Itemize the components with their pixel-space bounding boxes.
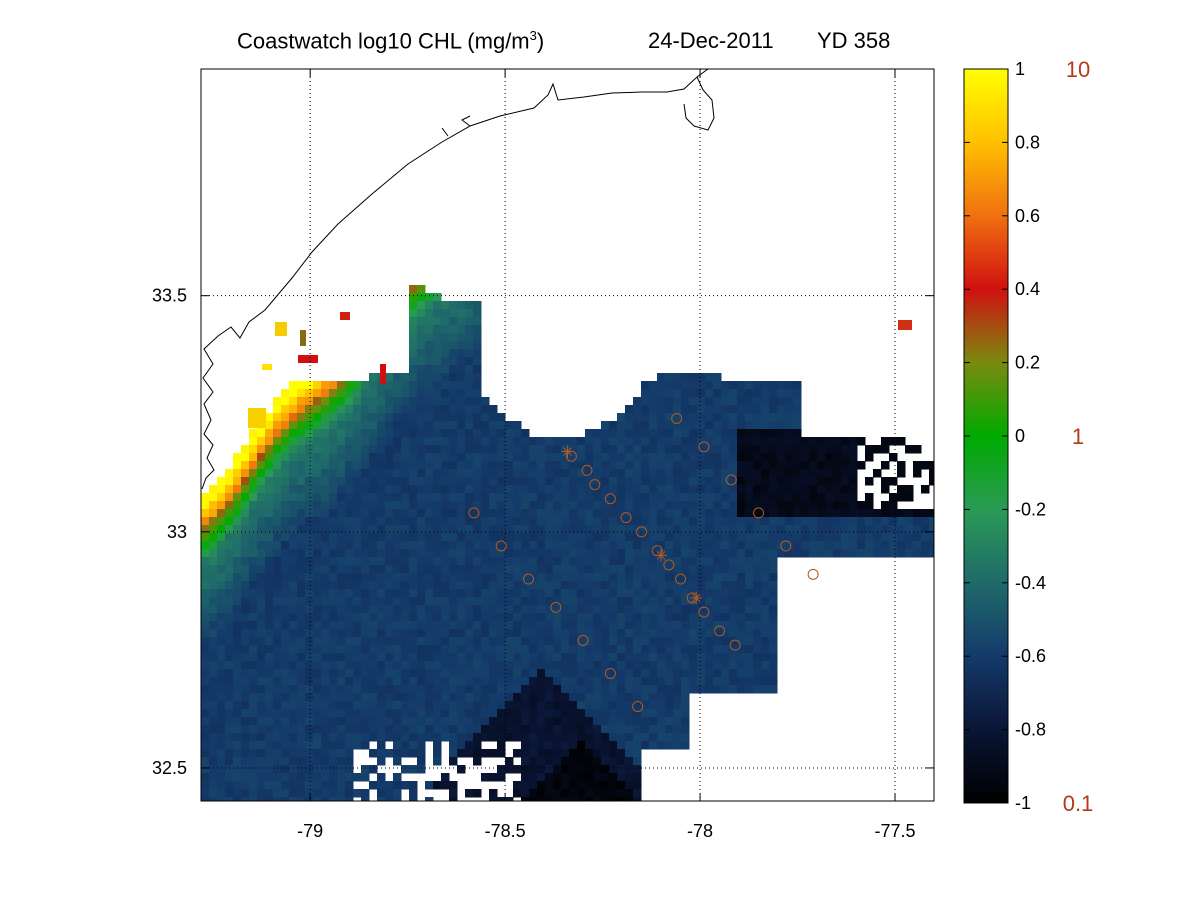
station-circle (698, 606, 710, 618)
cape-outline (683, 76, 715, 131)
title-date: 24-Dec-2011 (648, 28, 774, 53)
station-circle (725, 474, 737, 486)
concentration-tick-label: 10 (1066, 57, 1090, 82)
colorbar-tick-label: -1 (1015, 793, 1031, 813)
inlet-outline (441, 115, 471, 137)
concentration-tick-label: 1 (1072, 424, 1084, 449)
colorbar-tick-label: -0.4 (1015, 573, 1046, 593)
concentration-tick-label: 0.1 (1063, 791, 1094, 816)
station-circle (807, 568, 819, 580)
colorbar (964, 69, 1008, 803)
colorbar-tick-label: 0.2 (1015, 353, 1040, 373)
station-circle (714, 625, 726, 637)
station-circle (636, 526, 648, 538)
station-cross (561, 445, 574, 458)
y-tick-label: 33.5 (152, 286, 187, 306)
station-circle (663, 559, 675, 571)
colorbar-tick-label: -0.6 (1015, 646, 1046, 666)
title-yearday: YD 358 (817, 28, 891, 53)
x-tick-label: -78.5 (485, 821, 526, 841)
y-tick-label: 32.5 (152, 758, 187, 778)
y-axis: 33.5 33 32.5 (152, 286, 934, 778)
coastline (201, 69, 709, 490)
station-circle (698, 441, 710, 453)
x-tick-label: -79 (297, 821, 323, 841)
station-markers (468, 412, 819, 713)
colorbar-tick-label: 0 (1015, 426, 1025, 446)
title-superscript: 3 (529, 28, 537, 43)
station-circle (604, 493, 616, 505)
colorbar-ticks: 1 0.8 0.6 0.4 0.2 0 -0.2 -0.4 -0.6 -0.8 -1 10 1 0.1 (964, 57, 1093, 816)
station-circle (577, 634, 589, 646)
map-panel (201, 69, 934, 801)
x-tick-label: -78 (687, 821, 713, 841)
station-cross (655, 549, 668, 562)
chlorophyll-heatmap (201, 285, 934, 801)
station-circle (620, 512, 632, 524)
station-circle (581, 464, 593, 476)
station-circle (523, 573, 535, 585)
colorbar-tick-label: 0.6 (1015, 206, 1040, 226)
station-circle (729, 639, 741, 651)
station-circle (632, 701, 644, 713)
station-circle (550, 601, 562, 613)
colorbar-tick-label: -0.8 (1015, 720, 1046, 740)
y-tick-label: 33 (167, 522, 187, 542)
station-circle (604, 667, 616, 679)
station-circle (675, 573, 687, 585)
colorbar-tick-label: 0.8 (1015, 132, 1040, 152)
x-axis: -79 -78.5 -78 -77.5 (297, 69, 916, 841)
chart-title: Coastwatch log10 CHL (mg/m3) (237, 28, 544, 54)
station-circle (589, 479, 601, 491)
plot-frame (200, 68, 935, 802)
station-circle (495, 540, 507, 552)
colorbar-tick-label: -0.2 (1015, 499, 1046, 519)
station-circle (468, 507, 480, 519)
x-tick-label: -77.5 (874, 821, 915, 841)
station-cross (690, 591, 703, 604)
title-close-paren: ) (536, 28, 545, 54)
station-circle (780, 540, 792, 552)
colorbar-tick-label: 1 (1015, 59, 1025, 79)
colorbar-tick-label: 0.4 (1015, 279, 1040, 299)
station-circle (671, 412, 683, 424)
station-circle (753, 507, 765, 519)
title-main: Coastwatch log10 CHL (mg/m (237, 28, 530, 54)
